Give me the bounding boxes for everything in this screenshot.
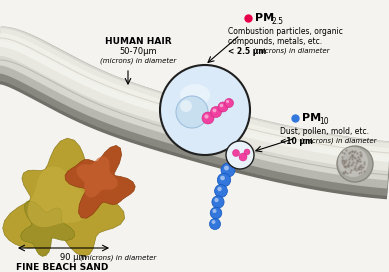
Text: < 2.5 μm: < 2.5 μm [228,47,266,55]
Text: PM: PM [255,13,274,23]
Circle shape [212,220,216,224]
Polygon shape [21,201,75,256]
Text: 90 μm: 90 μm [60,254,87,262]
Polygon shape [76,156,118,197]
Text: compounds, metals, etc.: compounds, metals, etc. [228,36,322,45]
Circle shape [180,100,192,112]
Circle shape [176,96,208,128]
Ellipse shape [338,147,368,177]
Circle shape [233,150,240,156]
Polygon shape [28,166,89,227]
Circle shape [220,176,225,180]
Circle shape [217,187,222,191]
Circle shape [221,163,235,177]
Text: HUMAN HAIR: HUMAN HAIR [105,38,171,47]
Circle shape [160,65,250,155]
Circle shape [218,102,228,112]
Polygon shape [65,146,135,218]
Circle shape [239,153,247,161]
Circle shape [220,104,223,107]
Text: PM: PM [302,113,321,123]
Circle shape [217,173,231,187]
Circle shape [226,100,229,103]
Circle shape [244,149,250,155]
Ellipse shape [342,151,362,171]
Text: 50-70μm: 50-70μm [119,48,157,57]
Circle shape [224,166,229,171]
Circle shape [210,207,222,219]
Ellipse shape [337,146,373,182]
Text: (microns) in diameter: (microns) in diameter [251,48,329,54]
Circle shape [210,218,221,230]
Circle shape [224,98,233,107]
Text: FINE BEACH SAND: FINE BEACH SAND [16,262,108,271]
Text: (microns) in diameter: (microns) in diameter [80,255,156,261]
Circle shape [226,141,254,169]
Circle shape [212,109,216,112]
Text: Dust, pollen, mold, etc.: Dust, pollen, mold, etc. [280,126,369,135]
Text: (microns) in diameter: (microns) in diameter [298,138,377,144]
Circle shape [210,107,221,118]
Circle shape [204,115,209,119]
Text: 10: 10 [319,116,329,125]
Text: 2.5: 2.5 [272,17,284,26]
Ellipse shape [180,84,210,106]
Circle shape [215,185,228,197]
Circle shape [214,198,219,202]
Text: <10 μm: <10 μm [280,137,313,146]
Circle shape [212,196,224,208]
Text: (microns) in diameter: (microns) in diameter [100,58,176,64]
Circle shape [202,112,214,124]
Text: Combustion particles, organic: Combustion particles, organic [228,27,343,36]
Circle shape [212,209,217,213]
Polygon shape [3,138,124,256]
